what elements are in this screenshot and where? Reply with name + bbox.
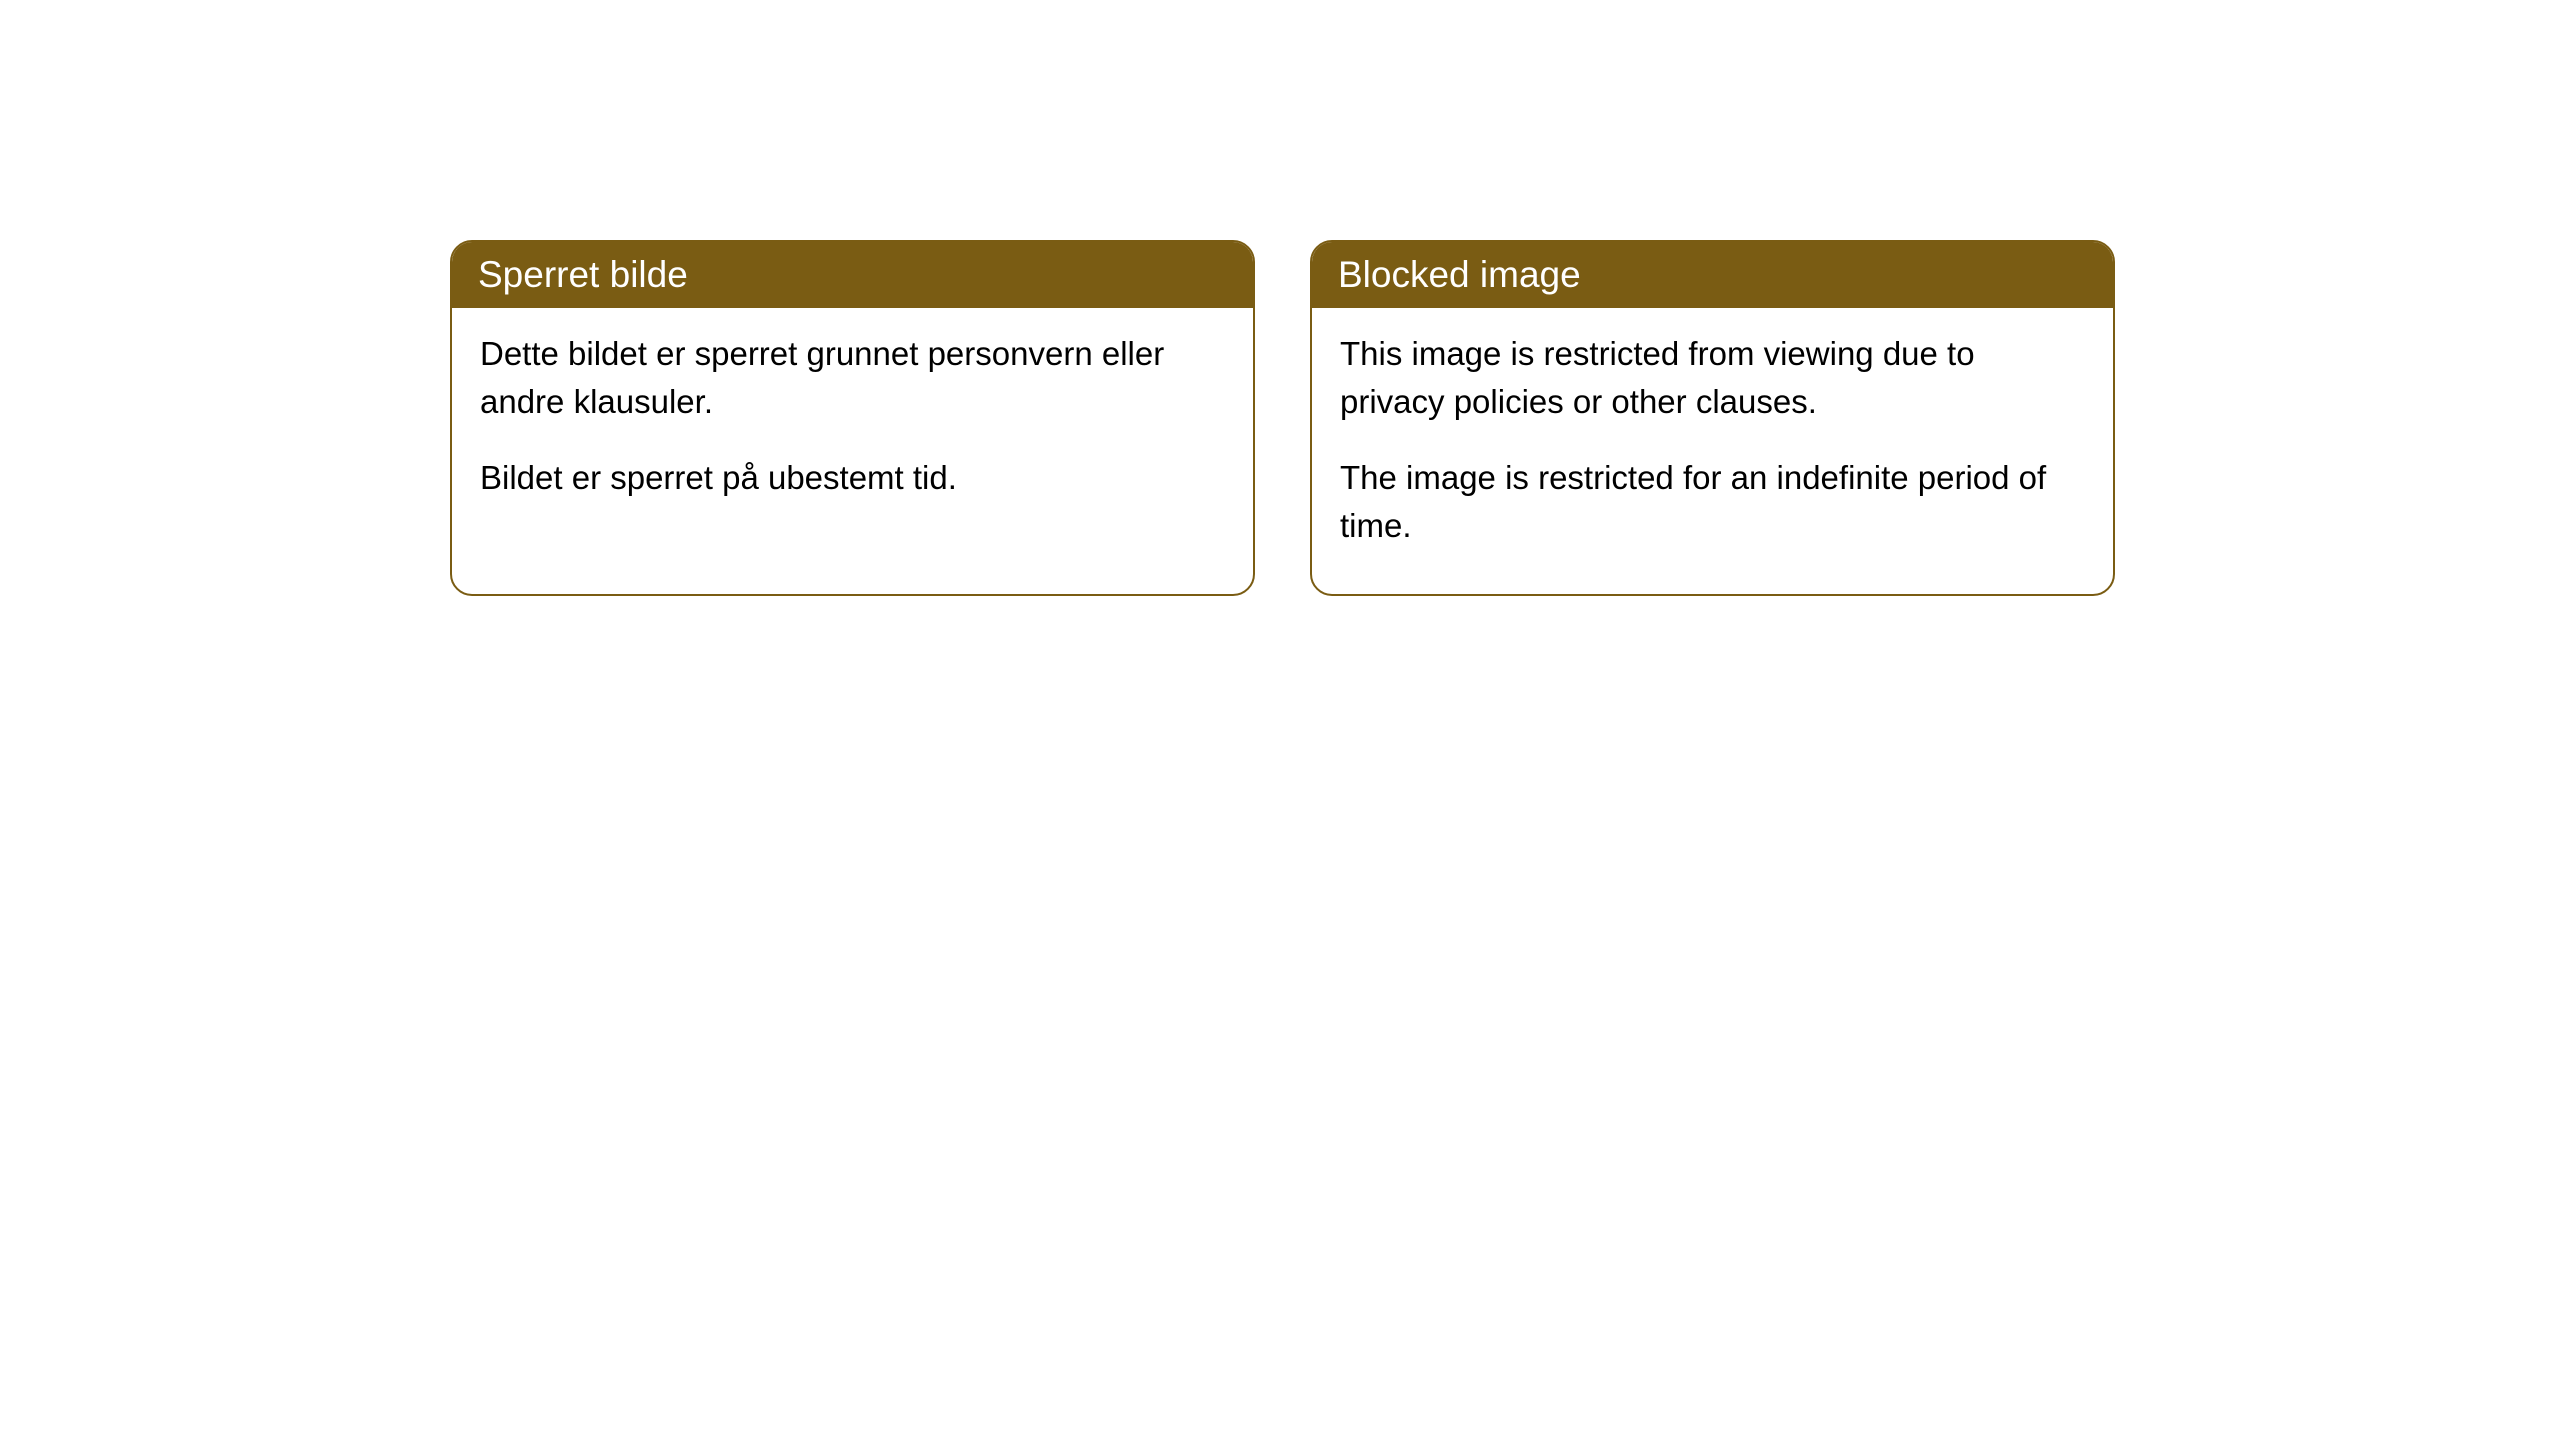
blocked-image-card-en: Blocked image This image is restricted f… bbox=[1310, 240, 2115, 596]
card-text-en-1: This image is restricted from viewing du… bbox=[1340, 330, 2085, 426]
card-title-no: Sperret bilde bbox=[478, 254, 688, 295]
card-text-no-2: Bildet er sperret på ubestemt tid. bbox=[480, 454, 1225, 502]
notice-cards-container: Sperret bilde Dette bildet er sperret gr… bbox=[450, 240, 2560, 596]
card-body-en: This image is restricted from viewing du… bbox=[1312, 308, 2113, 594]
card-body-no: Dette bildet er sperret grunnet personve… bbox=[452, 308, 1253, 547]
card-title-en: Blocked image bbox=[1338, 254, 1581, 295]
card-text-no-1: Dette bildet er sperret grunnet personve… bbox=[480, 330, 1225, 426]
blocked-image-card-no: Sperret bilde Dette bildet er sperret gr… bbox=[450, 240, 1255, 596]
card-text-en-2: The image is restricted for an indefinit… bbox=[1340, 454, 2085, 550]
card-header-en: Blocked image bbox=[1312, 242, 2113, 308]
card-header-no: Sperret bilde bbox=[452, 242, 1253, 308]
